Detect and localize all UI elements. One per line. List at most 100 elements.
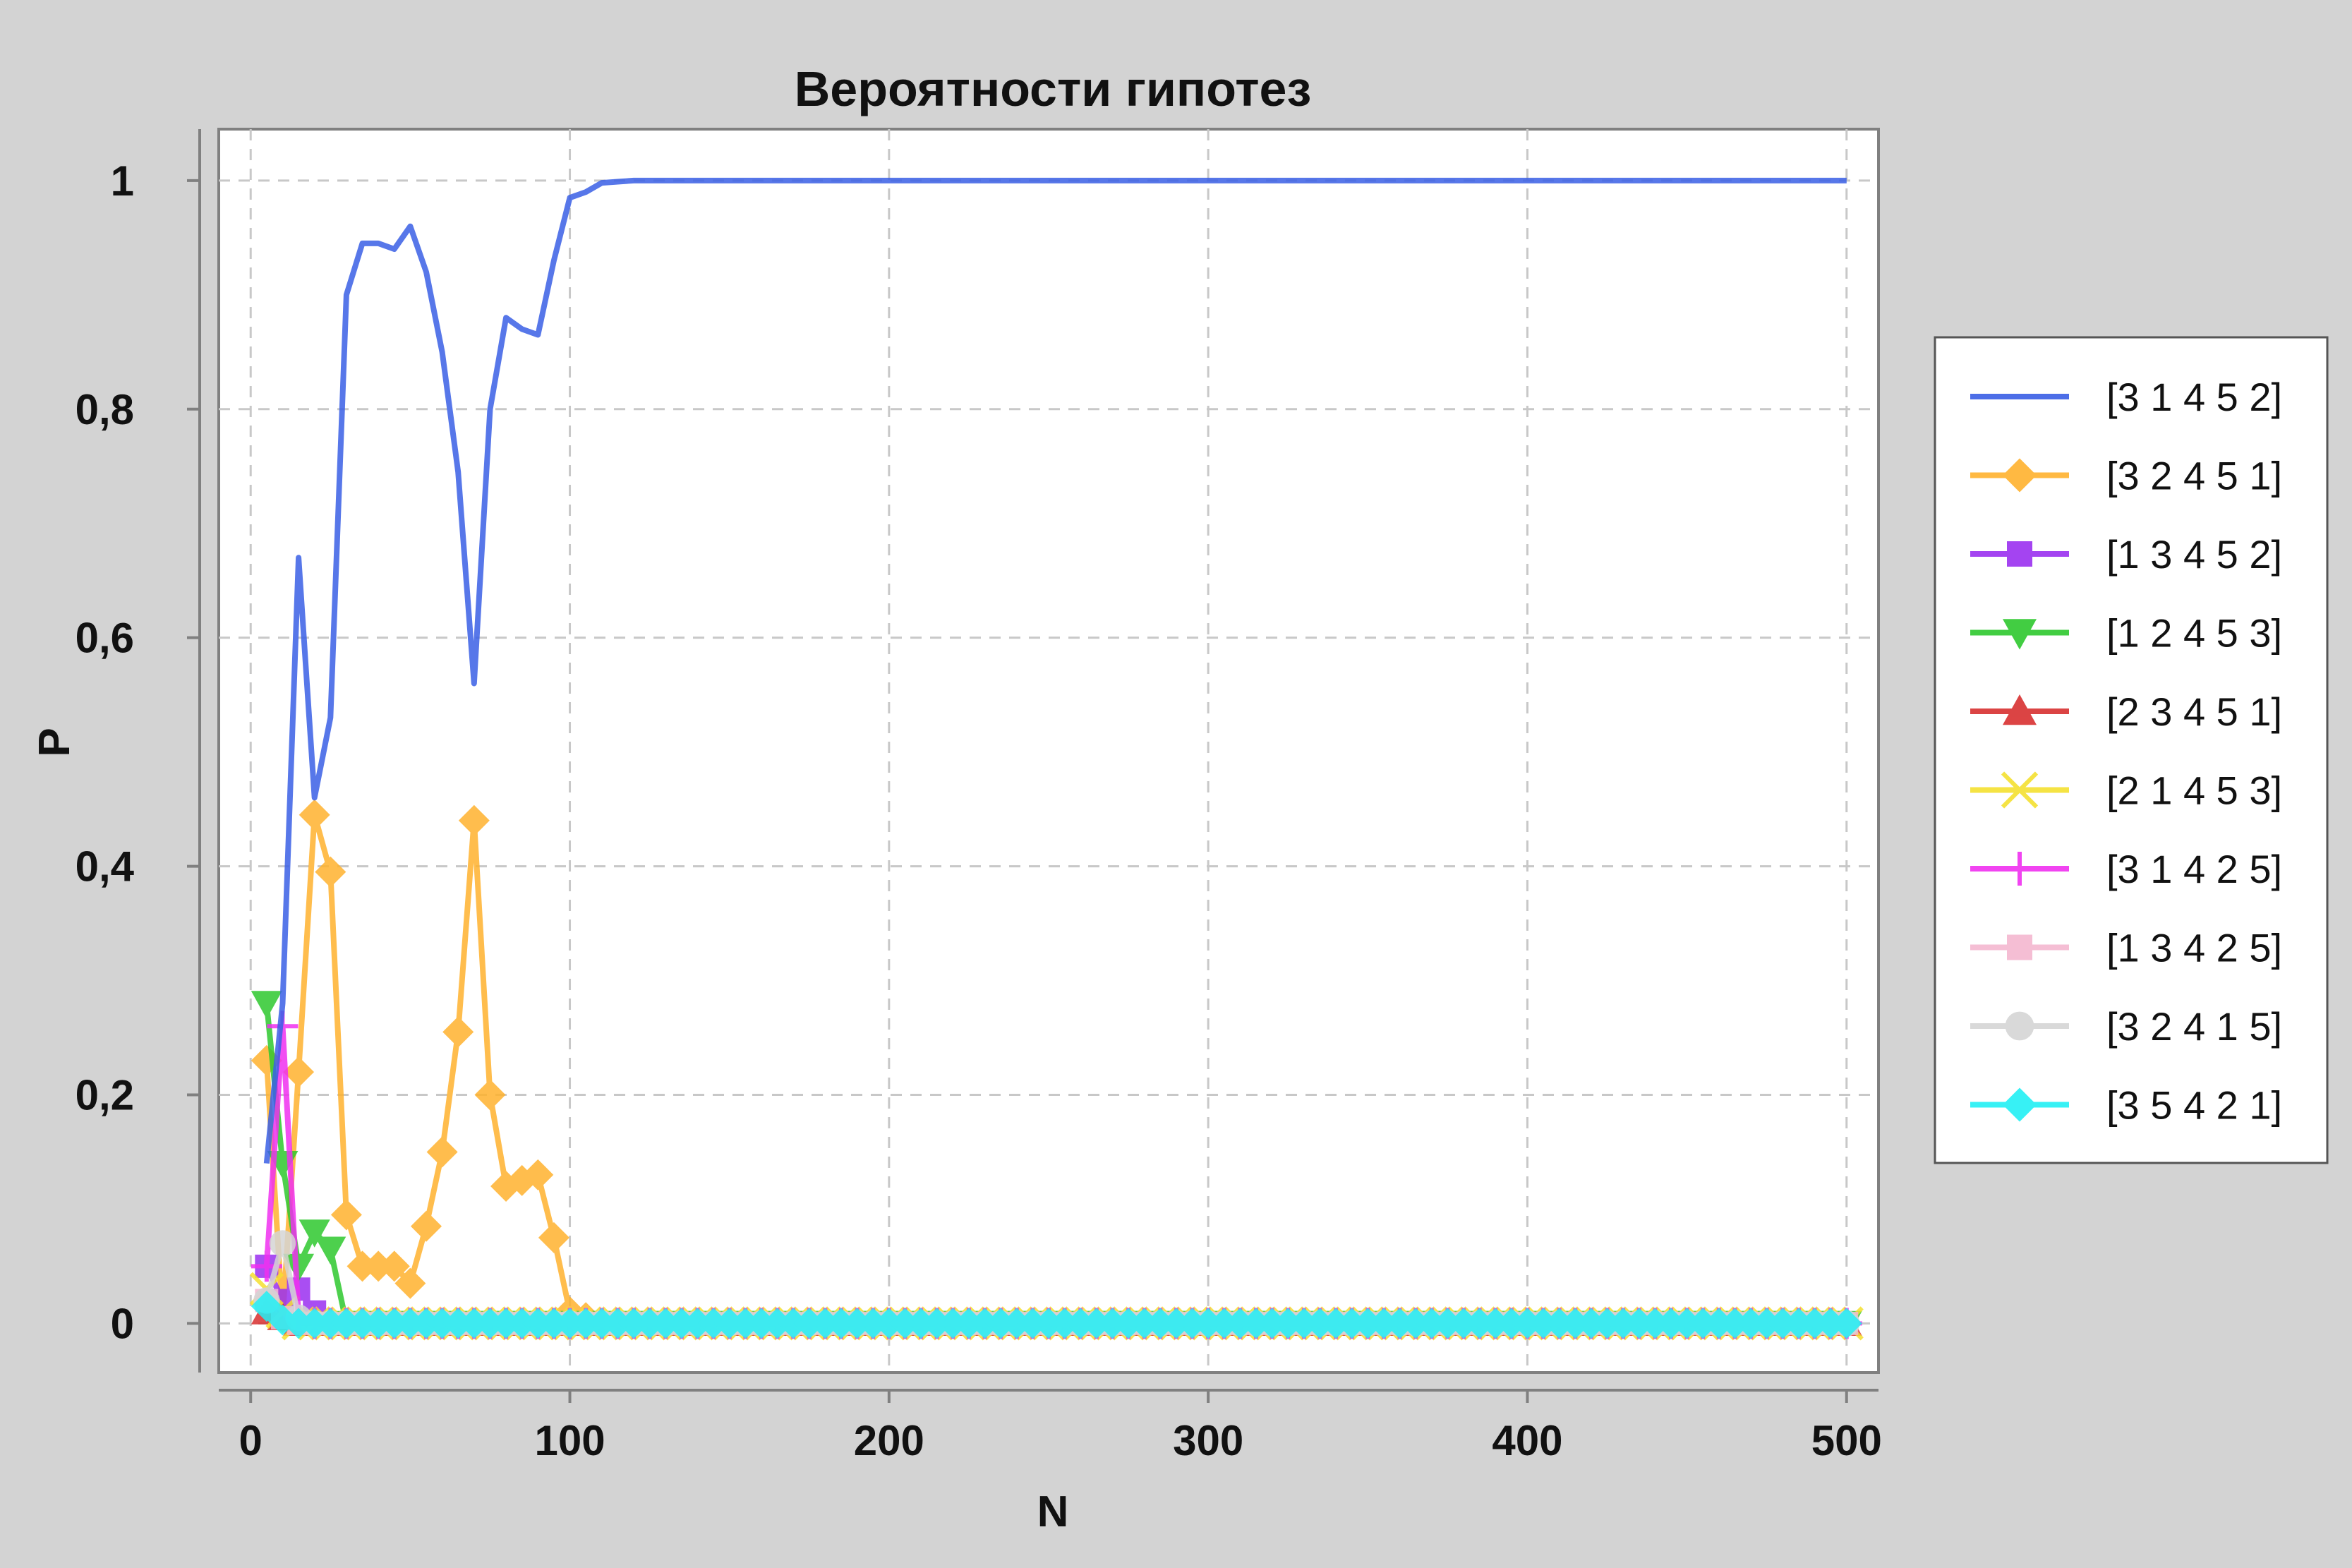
data-point [1783,1308,1814,1339]
data-point [1384,1308,1416,1339]
data-point [346,1250,378,1282]
legend-item [1970,458,2069,493]
data-point [1272,1308,1304,1339]
data-point [1799,1308,1831,1339]
data-point [634,1308,665,1339]
legend-swatch-marker [2003,619,2037,650]
data-point [1464,1308,1495,1339]
legend-item [1970,1087,2069,1122]
legend-swatch-marker [2007,541,2032,567]
data-point [1097,1308,1128,1339]
data-point [1703,1308,1735,1339]
data-point [1033,1308,1064,1339]
data-point [698,1308,730,1339]
data-point [346,1308,378,1339]
plot-area [217,128,1880,1374]
data-point [411,1210,442,1242]
x-tick-label: 300 [1173,1417,1243,1464]
x-tick-label: 400 [1492,1417,1562,1464]
data-point [378,1308,410,1339]
data-point [554,1308,586,1339]
data-point [1767,1308,1799,1339]
data-point [522,1159,554,1190]
legend-item [1970,852,2069,886]
data-point [442,1016,474,1048]
data-point [298,1308,330,1339]
legend-item [1970,541,2069,567]
data-point [969,1308,1001,1339]
data-point [1735,1308,1767,1339]
data-point [1160,1308,1192,1339]
series-10 [251,1291,1862,1339]
legend-item [1970,1011,2069,1041]
data-point [1687,1308,1719,1339]
data-point [937,1308,969,1339]
data-point [1208,1308,1240,1339]
legend-swatch-marker [2005,1011,2034,1041]
data-point [506,1308,538,1339]
data-point [905,1308,937,1339]
data-point [1495,1308,1527,1339]
data-point [442,1308,474,1339]
legend-label: [1 2 4 5 3] [2106,611,2282,656]
legend-label: [3 2 4 5 1] [2106,454,2282,498]
series-layer [249,177,1864,1341]
data-point [586,1308,617,1339]
legend: [3 1 4 5 2] [3 2 4 5 1] [1 3 4 5 2] [1 2 4 … [1934,336,2329,1164]
data-point [1512,1308,1543,1339]
legend-label: [1 3 4 5 2] [2106,532,2282,577]
legend-label: [3 1 4 5 2] [2106,375,2282,419]
legend-label: [2 3 4 5 1] [2106,689,2282,734]
y-tick-labels: 0 0,2 0,4 0,6 0,8 1 [76,157,135,1347]
legend-label: [3 2 4 1 5] [2106,1004,2282,1049]
data-point [298,799,330,831]
y-tick-label: 0,6 [76,615,134,662]
data-point [394,1308,426,1339]
data-point [1400,1308,1432,1339]
data-point [1193,1308,1224,1339]
data-point [1608,1308,1639,1339]
data-point [665,1308,697,1339]
legend-swatch-marker [2003,852,2037,886]
data-point [953,1308,984,1339]
data-point [1049,1308,1080,1339]
data-point [458,804,490,836]
y-tick-label: 1 [111,157,134,205]
y-tick-label: 0,8 [76,386,134,433]
data-point [315,1236,346,1265]
data-point [1113,1308,1145,1339]
axes [187,129,1878,1403]
data-point [618,1308,649,1339]
data-point [873,1308,905,1339]
data-point [570,1308,602,1339]
data-point [1656,1308,1687,1339]
data-point [921,1308,953,1339]
data-point [1671,1308,1703,1339]
data-point [778,1308,809,1339]
data-point [826,1308,857,1339]
legend-label: [2 1 4 5 3] [2106,768,2282,813]
data-point [538,1308,569,1339]
legend-swatch-marker [2003,1087,2037,1122]
data-point [857,1308,889,1339]
legend-swatch-marker [2003,694,2037,725]
y-tick-label: 0,4 [76,843,135,891]
data-point [315,856,346,888]
data-point [411,1308,442,1339]
data-point [490,1308,522,1339]
legend-item [1970,934,2069,960]
data-point [251,991,282,1019]
data-point [682,1308,713,1339]
data-point [1176,1308,1208,1339]
data-point [330,1199,362,1231]
data-point [1320,1308,1352,1339]
data-point [458,1308,490,1339]
data-point [650,1308,682,1339]
data-point [522,1308,554,1339]
data-point [1224,1308,1256,1339]
data-point [793,1308,825,1339]
data-point [1145,1308,1176,1339]
legend-item [1970,619,2069,650]
data-point [1575,1308,1607,1339]
data-point [426,1308,458,1339]
